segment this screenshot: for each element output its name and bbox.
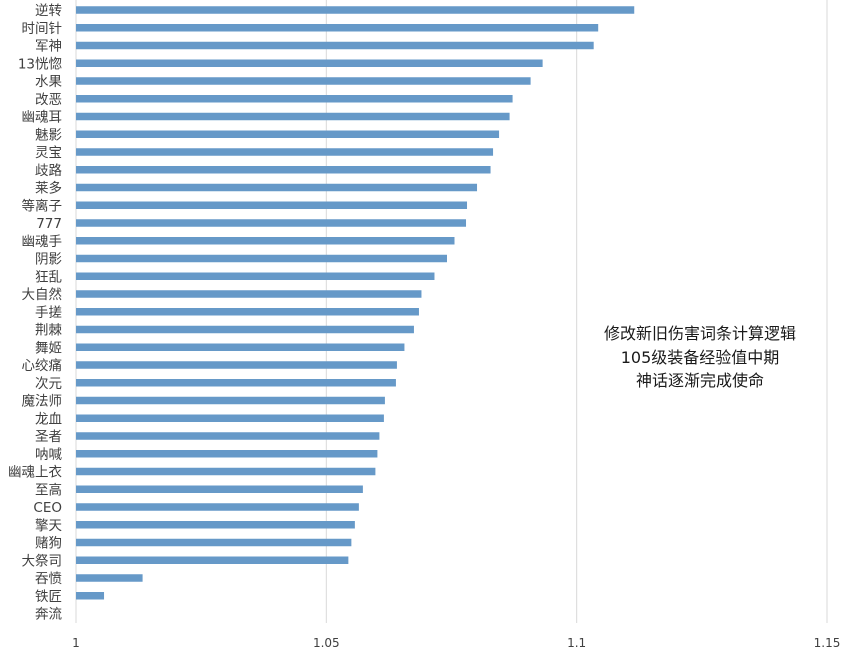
bar [76,379,396,387]
category-label: 心绞痛 [22,357,63,374]
bar [76,166,491,174]
category-label: 改恶 [35,92,62,108]
category-label: 圣者 [35,429,62,445]
category-label: 舞姬 [35,340,62,356]
bar [76,183,478,192]
bar [76,574,143,582]
x-tick-labels: 1 1.05 1.1 1.15 [72,636,840,650]
bar [76,432,380,440]
category-label: 铁匠 [35,589,62,605]
category-label: 水果 [35,74,62,90]
category-label: 幽魂上衣 [8,465,62,481]
x-tick-label: 1 [72,636,80,650]
bar [76,272,435,280]
bar [76,95,513,103]
category-label: 灵宝 [35,145,62,161]
category-label: 荆棘 [35,323,62,339]
bar [76,254,447,263]
bar [76,237,455,245]
bar [76,130,500,138]
bar [76,41,594,50]
bar [76,450,378,458]
bar [76,201,468,209]
category-label: 赌狗 [35,536,62,552]
bar [76,521,355,529]
bar [76,77,531,85]
annotation-line-2: 105级装备经验值中期 [620,347,780,367]
category-label: CEO [33,500,62,516]
bar [76,592,105,600]
bar [76,396,385,405]
chart-annotation: 修改新旧伤害词条计算逻辑 105级装备经验值中期 神话逐渐完成使命 [560,322,840,393]
annotation-line-3: 神话逐渐完成使命 [635,371,764,390]
bar [76,361,397,369]
category-label: 吞愤 [35,571,62,587]
bar [76,219,467,227]
bar [76,6,635,14]
category-label: 奔流 [35,607,62,623]
bar [76,414,384,422]
bar [76,556,349,564]
x-tick-label: 1.05 [313,636,340,650]
category-label: 大自然 [22,286,63,303]
category-label: 龙血 [35,411,62,427]
category-label: 幽魂手 [22,234,63,250]
category-label: 擎天 [35,518,62,534]
annotation-line-1: 修改新旧伤害词条计算逻辑 [603,324,796,343]
category-label: 歧路 [35,163,62,179]
category-label: 魅影 [35,127,62,143]
bars [76,6,635,600]
category-label: 魔法师 [22,394,63,410]
category-label: 幽魂耳 [22,110,63,126]
category-label: 军神 [35,39,62,55]
category-label: 大祭司 [22,553,63,569]
bar [76,148,494,156]
bar [76,467,376,476]
category-label: 次元 [35,376,62,392]
x-tick-label: 1.1 [567,636,586,650]
bar [76,290,422,298]
bar [76,343,405,351]
category-labels: 逆转时间针军神13恍惚水果改恶幽魂耳魅影灵宝歧路莱多等离子777幽魂手阴影狂乱大… [8,3,62,623]
bar [76,59,543,67]
bar [76,503,359,511]
category-label: 777 [36,216,62,232]
bar [76,24,599,32]
bar [76,485,363,493]
bar [76,112,510,121]
bar [76,538,352,547]
category-label: 手搓 [35,305,62,321]
category-label: 狂乱 [35,269,62,285]
category-label: 莱多 [35,180,62,197]
category-label: 时间针 [22,21,63,37]
x-tick-label: 1.15 [814,636,841,650]
category-label: 逆转 [35,3,62,19]
category-label: 13恍惚 [18,56,63,72]
bar [76,308,419,316]
category-label: 阴影 [35,252,62,268]
bar [76,325,414,334]
category-label: 呐喊 [35,446,62,463]
category-label: 等离子 [22,197,63,214]
category-label: 至高 [35,481,62,498]
